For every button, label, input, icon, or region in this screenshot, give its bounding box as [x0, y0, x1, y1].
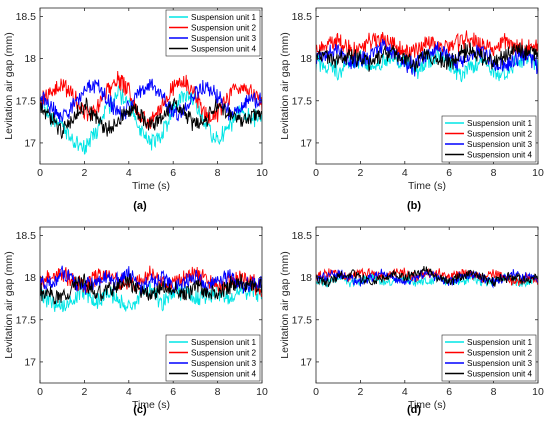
- legend-entry-1: Suspension unit 1: [191, 338, 257, 347]
- y-tick-label: 17.5: [292, 314, 313, 326]
- series-line-2: [316, 30, 538, 61]
- legend-entry-2: Suspension unit 2: [191, 24, 257, 33]
- x-tick-label: 8: [491, 167, 497, 179]
- chart-panel-b: 0 2 4 6 8 10 17 17.5 18 18.5 Time (s) Levitation ai…: [279, 7, 544, 212]
- series-line-4: [316, 265, 538, 287]
- y-tick-label: 18: [24, 272, 36, 284]
- y-axis-label: Levitation air gap (mm): [279, 32, 291, 139]
- y-tick-label: 18: [300, 272, 312, 284]
- x-tick-label: 8: [491, 386, 497, 398]
- legend-entry-4: Suspension unit 4: [467, 370, 533, 379]
- x-tick-label: 6: [446, 167, 452, 179]
- y-tick-label: 17: [300, 356, 312, 368]
- y-axis-label: Levitation air gap (mm): [3, 251, 15, 358]
- series-line-3: [40, 265, 262, 296]
- panel-label: (a): [133, 200, 147, 212]
- x-tick-label: 2: [357, 167, 363, 179]
- panel-label: (b): [407, 200, 421, 212]
- x-axis-label: Time (s): [408, 399, 446, 411]
- y-tick-label: 18: [24, 53, 36, 65]
- y-tick-label: 17.5: [16, 95, 37, 107]
- legend-entry-2: Suspension unit 2: [191, 349, 257, 358]
- legend-entry-3: Suspension unit 3: [191, 359, 257, 368]
- x-tick-label: 0: [37, 386, 43, 398]
- chart-panel-c: 0 2 4 6 8 10 17 17.5 18 18.5 Time (s) Levitation ai…: [3, 226, 268, 416]
- x-tick-label: 6: [170, 386, 176, 398]
- x-axis-label: Time (s): [132, 399, 170, 411]
- series-line-1: [40, 84, 262, 155]
- legend-entry-3: Suspension unit 3: [467, 359, 533, 368]
- legend-entry-3: Suspension unit 3: [191, 34, 257, 43]
- x-axis-label: Time (s): [408, 180, 446, 192]
- plot-frame: [39, 7, 263, 165]
- x-tick-label: 10: [256, 167, 268, 179]
- y-axis-label: Levitation air gap (mm): [3, 32, 15, 139]
- x-tick-label: 8: [215, 167, 221, 179]
- y-tick-label: 18.5: [292, 11, 313, 23]
- x-tick-label: 4: [402, 386, 408, 398]
- y-tick-label: 18: [300, 53, 312, 65]
- legend-entry-4: Suspension unit 4: [191, 45, 257, 54]
- x-tick-label: 2: [81, 386, 87, 398]
- x-tick-label: 10: [256, 386, 268, 398]
- plot-frame: [39, 226, 263, 384]
- x-tick-label: 10: [532, 386, 544, 398]
- legend-entry-1: Suspension unit 1: [467, 119, 533, 128]
- x-tick-label: 0: [313, 386, 319, 398]
- legend-entry-1: Suspension unit 1: [191, 13, 257, 22]
- y-tick-label: 18.5: [16, 230, 37, 242]
- plot-frame: [315, 226, 539, 384]
- y-tick-label: 18.5: [16, 11, 37, 23]
- x-tick-label: 2: [357, 386, 363, 398]
- series-line-3: [316, 268, 538, 289]
- y-tick-label: 17: [300, 137, 312, 149]
- plot-frame: [315, 7, 539, 165]
- x-tick-label: 2: [81, 167, 87, 179]
- legend-entry-1: Suspension unit 1: [467, 338, 533, 347]
- y-tick-label: 18.5: [292, 230, 313, 242]
- x-tick-label: 0: [313, 167, 319, 179]
- legend-entry-3: Suspension unit 3: [467, 140, 533, 149]
- x-tick-label: 10: [532, 167, 544, 179]
- legend-entry-2: Suspension unit 2: [467, 130, 533, 139]
- series-line-4: [40, 273, 262, 305]
- x-tick-label: 6: [170, 167, 176, 179]
- series-line-4: [316, 42, 538, 72]
- x-tick-label: 4: [126, 386, 132, 398]
- panel-label: (c): [133, 404, 147, 416]
- legend-entry-2: Suspension unit 2: [467, 349, 533, 358]
- series-line-3: [40, 78, 262, 123]
- x-tick-label: 8: [215, 386, 221, 398]
- chart-panel-a: 0 2 4 6 8 10 17 17.5 18 18.5 Time (s) Levitation ai…: [3, 7, 268, 212]
- x-tick-label: 4: [126, 167, 132, 179]
- x-axis-label: Time (s): [132, 180, 170, 192]
- legend-entry-4: Suspension unit 4: [191, 370, 257, 379]
- y-tick-label: 17.5: [292, 95, 313, 107]
- y-tick-label: 17.5: [16, 314, 37, 326]
- y-axis-label: Levitation air gap (mm): [279, 251, 291, 358]
- panel-label: (d): [407, 404, 421, 416]
- x-tick-label: 0: [37, 167, 43, 179]
- chart-panel-d: 0 2 4 6 8 10 17 17.5 18 18.5 Time (s) Levitation ai…: [279, 226, 544, 416]
- legend-entry-4: Suspension unit 4: [467, 151, 533, 160]
- x-tick-label: 4: [402, 167, 408, 179]
- y-tick-label: 17: [24, 356, 36, 368]
- y-tick-label: 17: [24, 137, 36, 149]
- x-tick-label: 6: [446, 386, 452, 398]
- series-line-4: [40, 97, 262, 140]
